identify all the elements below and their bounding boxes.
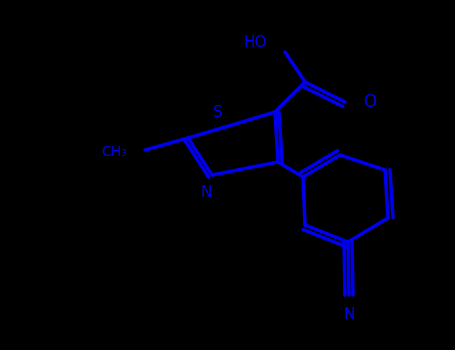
Text: N: N <box>200 185 212 200</box>
Text: HO: HO <box>243 35 267 50</box>
Text: O: O <box>363 93 376 111</box>
Text: CH₃: CH₃ <box>101 145 127 159</box>
Text: N: N <box>344 307 355 322</box>
Text: S: S <box>213 105 223 120</box>
